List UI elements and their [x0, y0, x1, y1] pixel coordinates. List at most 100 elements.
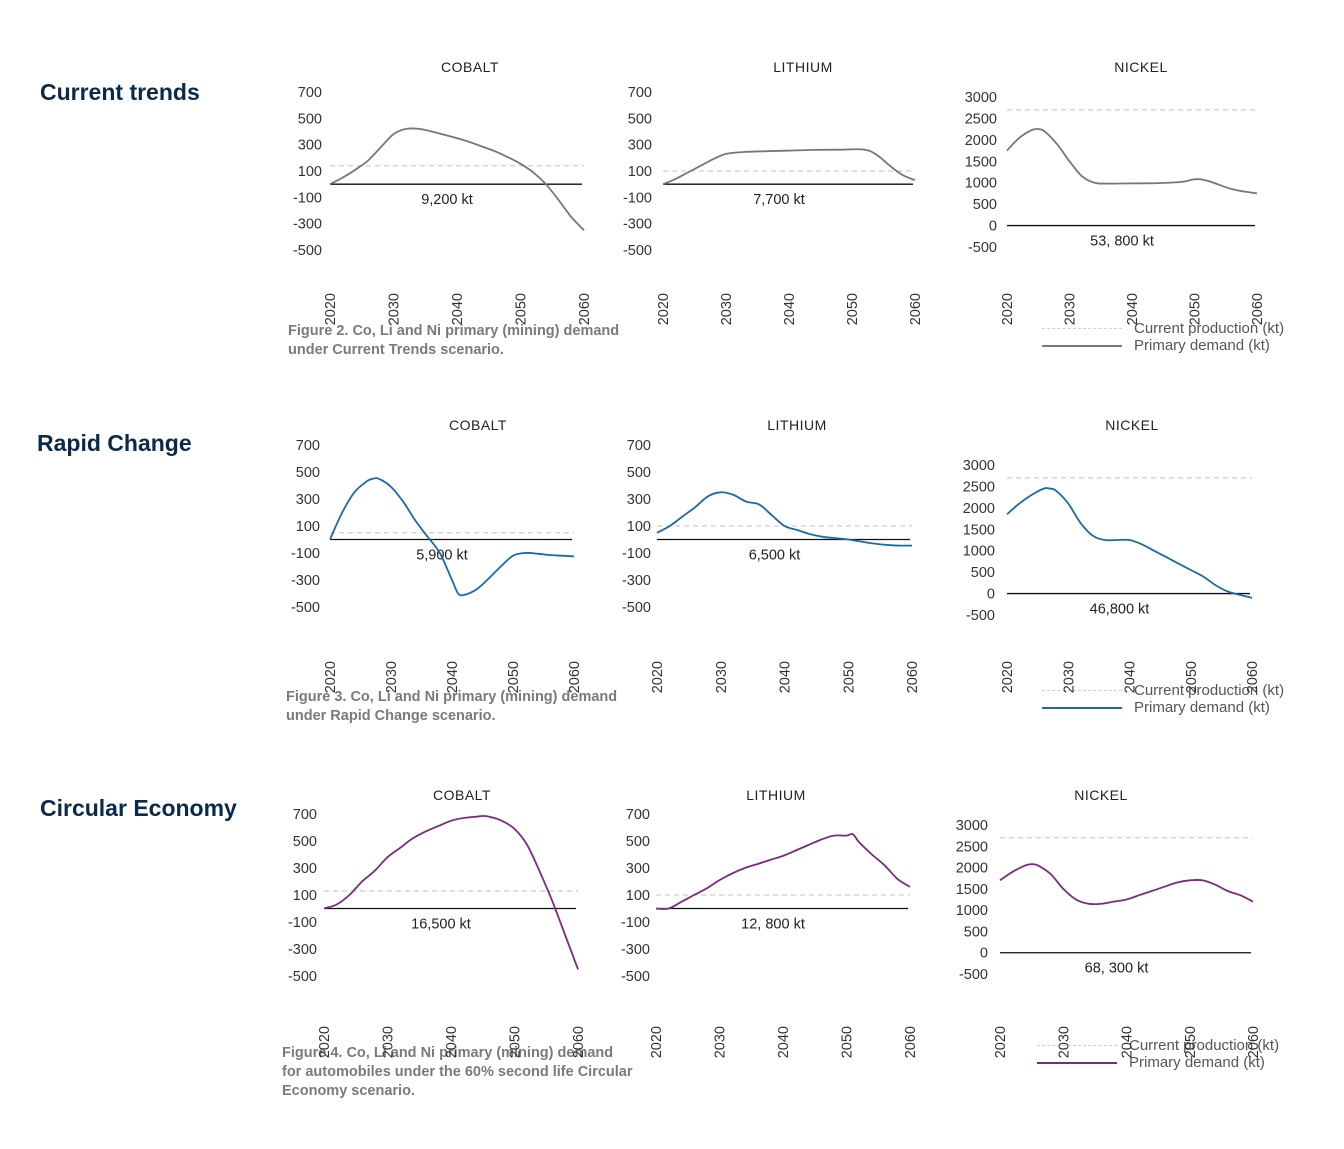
chart-title: COBALT [433, 787, 491, 803]
total-demand-label: 6,500 kt [749, 548, 801, 564]
y-tick-label: 500 [973, 197, 997, 213]
x-tick-label: 2040 [776, 1026, 792, 1058]
x-tick-label: 2030 [384, 661, 400, 693]
chart-title: COBALT [449, 417, 507, 433]
x-tick-label: 2060 [903, 1026, 919, 1058]
total-demand-label: 53, 800 kt [1090, 234, 1154, 250]
y-tick-label: -500 [622, 600, 651, 616]
x-tick-label: 2050 [514, 293, 530, 325]
primary-demand-series-line [1006, 128, 1258, 195]
x-tick-label: 2050 [841, 661, 857, 693]
x-tick-label: 2030 [381, 1026, 397, 1058]
section-title-circular-economy: Circular Economy [40, 795, 237, 821]
y-tick-label: -500 [968, 240, 997, 256]
y-tick-label: 100 [296, 519, 320, 535]
x-tick-label: 2030 [1063, 293, 1079, 325]
section-title-rapid-change: Rapid Change [37, 430, 192, 456]
section-title-current-trends: Current trends [40, 79, 200, 105]
y-tick-label: 100 [627, 519, 651, 535]
y-tick-label: 500 [626, 834, 650, 850]
total-demand-label: 12, 800 kt [741, 917, 805, 933]
legend-item-current-production: Current production (kt) [1042, 320, 1284, 337]
y-tick-label: 0 [987, 587, 995, 603]
x-tick-label: 2020 [323, 293, 339, 325]
x-tick-label: 2060 [577, 293, 593, 325]
legend-current-trends: Current production (kt) Primary demand (… [1042, 320, 1284, 354]
legend-item-primary-demand: Primary demand (kt) [1042, 699, 1284, 716]
primary-demand-series-line [999, 863, 1254, 906]
total-demand-label: 68, 300 kt [1085, 961, 1149, 977]
y-tick-label: 500 [627, 465, 651, 481]
legend-item-current-production: Current production (kt) [1037, 1037, 1279, 1054]
chart-title: NICKEL [1114, 59, 1168, 75]
x-tick-label: 2040 [444, 1026, 460, 1058]
y-tick-label: -500 [288, 969, 317, 985]
x-tick-label: 2020 [1000, 293, 1016, 325]
x-tick-label: 2040 [782, 293, 798, 325]
x-tick-label: 2020 [993, 1026, 1009, 1058]
y-tick-label: -500 [623, 243, 652, 259]
legend-label: Primary demand (kt) [1134, 699, 1270, 716]
x-tick-label: 2030 [387, 293, 403, 325]
dashed-line-swatch [1037, 1045, 1117, 1046]
chart-title: LITHIUM [746, 787, 806, 803]
caption-line: Figure 2. Co, Li and Ni primary (mining)… [288, 323, 620, 339]
y-tick-label: 500 [293, 834, 317, 850]
x-tick-label: 2030 [1061, 661, 1077, 693]
total-demand-label: 9,200 kt [421, 192, 473, 208]
y-tick-label: 700 [626, 807, 650, 823]
y-tick-label: 700 [293, 807, 317, 823]
legend-item-primary-demand: Primary demand (kt) [1037, 1054, 1279, 1071]
x-tick-label: 2020 [649, 1026, 665, 1058]
legend-label: Primary demand (kt) [1134, 337, 1270, 354]
y-tick-label: 1500 [956, 882, 988, 898]
primary-demand-series-line [1006, 487, 1253, 599]
y-tick-label: -500 [293, 243, 322, 259]
chart-title: LITHIUM [767, 417, 827, 433]
y-tick-label: 700 [627, 438, 651, 454]
x-tick-label: 2030 [1056, 1026, 1072, 1058]
y-tick-label: 500 [971, 565, 995, 581]
x-tick-label: 2050 [506, 661, 522, 693]
y-tick-label: 500 [298, 111, 322, 127]
y-tick-label: 1000 [956, 903, 988, 919]
y-tick-label: 2500 [965, 111, 997, 127]
solid-line-swatch [1037, 1061, 1117, 1064]
x-tick-label: 2040 [1123, 661, 1139, 693]
y-tick-label: -300 [623, 217, 652, 233]
legend-item-primary-demand: Primary demand (kt) [1042, 337, 1284, 354]
caption-line: Figure 4. Co, Li and Ni primary (mining)… [282, 1045, 614, 1061]
x-tick-label: 2040 [778, 661, 794, 693]
y-tick-label: -500 [621, 969, 650, 985]
x-tick-label: 2050 [845, 293, 861, 325]
caption-line: under Current Trends scenario. [288, 342, 504, 358]
primary-demand-series-line [656, 491, 913, 547]
x-tick-label: 2060 [1245, 661, 1261, 693]
y-tick-label: 3000 [956, 818, 988, 834]
x-tick-label: 2040 [445, 661, 461, 693]
y-tick-label: 100 [628, 164, 652, 180]
figure-caption-4: Figure 4. Co, Li and Ni primary (mining)… [282, 1044, 633, 1101]
legend-label: Primary demand (kt) [1129, 1054, 1265, 1071]
x-tick-label: 2020 [650, 661, 666, 693]
primary-demand-series-line [655, 833, 911, 910]
x-tick-label: 2030 [713, 1026, 729, 1058]
caption-line: Economy scenario. [282, 1083, 415, 1099]
x-tick-label: 2040 [1125, 293, 1141, 325]
dashed-line-swatch [1042, 690, 1122, 691]
y-tick-label: 100 [293, 888, 317, 904]
legend-label: Current production (kt) [1134, 320, 1285, 337]
y-tick-label: 3000 [963, 458, 995, 474]
legend-item-current-production: Current production (kt) [1042, 682, 1284, 699]
y-tick-label: 100 [298, 164, 322, 180]
y-tick-label: 700 [296, 438, 320, 454]
total-demand-label: 7,700 kt [753, 192, 805, 208]
total-demand-label: 16,500 kt [411, 917, 471, 933]
x-tick-label: 2030 [719, 293, 735, 325]
y-tick-label: 1000 [963, 544, 995, 560]
x-tick-label: 2050 [1184, 661, 1200, 693]
y-tick-label: -300 [293, 217, 322, 233]
legend-circular-economy: Current production (kt) Primary demand (… [1037, 1037, 1279, 1071]
x-tick-label: 2040 [450, 293, 466, 325]
